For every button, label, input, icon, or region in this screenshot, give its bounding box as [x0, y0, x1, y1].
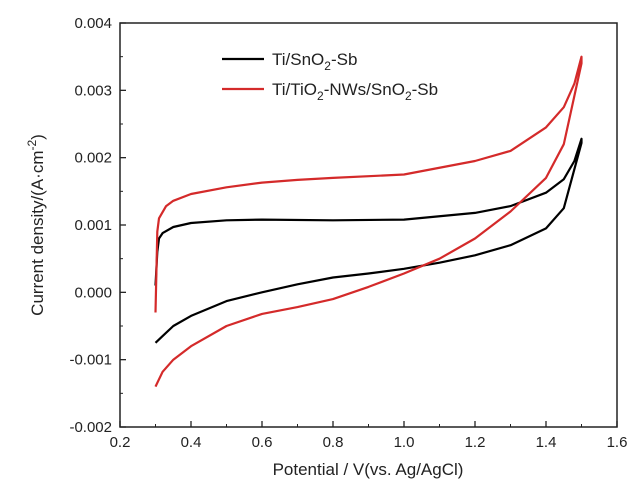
series-line-1 [154, 137, 583, 344]
x-tick-label: 1.0 [394, 434, 415, 451]
x-tick-label: 0.8 [323, 434, 344, 451]
y-tick-label: -0.002 [69, 419, 112, 436]
x-tick-label: 1.2 [465, 434, 486, 451]
y-tick-label: 0.003 [74, 82, 112, 99]
legend-label-part: 2 [405, 89, 412, 103]
y-tick-label: 0.000 [74, 284, 112, 301]
y-axis: -0.002 -0.001 0.000 0.001 0.002 0.003 0.004 [69, 15, 126, 436]
legend-label-part: Ti/SnO [272, 50, 324, 69]
x-axis: 0.2 0.4 0.6 0.8 1.0 1.2 1.4 1.6 [110, 421, 628, 451]
x-tick-label: 0.6 [252, 434, 273, 451]
legend-label-1: Ti/SnO2-Sb [272, 50, 357, 73]
x-tick-label: 1.4 [536, 434, 557, 451]
legend-label-part: Ti/TiO [272, 80, 317, 99]
x-axis-title: Potential / V(vs. Ag/AgCl) [273, 460, 464, 479]
y-axis-title-exponent: -2 [25, 140, 39, 151]
y-axis-title: Current density/(A·cm-2) [25, 134, 47, 316]
y-tick-label: 0.002 [74, 150, 112, 167]
legend-label-part: 2 [324, 59, 331, 73]
legend-label-part: 2 [317, 89, 324, 103]
y-axis-title-main: Current density/(A·cm [28, 151, 47, 316]
x-tick-label: 0.2 [110, 434, 131, 451]
legend-label-part: -Sb [331, 50, 357, 69]
y-tick-label: -0.001 [69, 352, 112, 369]
legend-label-part: -NWs/SnO [324, 80, 405, 99]
y-tick-label: 0.004 [74, 15, 112, 32]
y-tick-label: 0.001 [74, 217, 112, 234]
series-line-2 [154, 55, 583, 388]
x-tick-label: 0.4 [181, 434, 202, 451]
x-tick-label: 1.6 [607, 434, 628, 451]
y-axis-title-close: ) [28, 134, 47, 140]
series-layer [154, 55, 583, 388]
legend-label-part: -Sb [412, 80, 438, 99]
legend-label-2: Ti/TiO2-NWs/SnO2-Sb [272, 80, 438, 103]
